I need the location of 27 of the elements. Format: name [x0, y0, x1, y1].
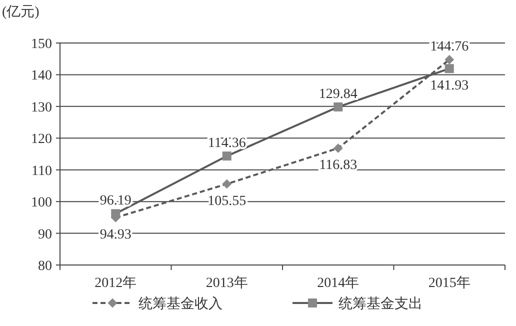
point — [444, 64, 454, 74]
y-tick-label: 130 — [31, 100, 52, 116]
y-tick-label: 100 — [31, 196, 52, 211]
point — [111, 209, 120, 218]
x-tick-label: 2014年 — [317, 275, 360, 291]
y-axis-title: (亿元) — [2, 4, 40, 20]
legend-label: 统筹基金支出 — [338, 296, 422, 312]
point — [334, 102, 343, 112]
legend-label: 统筹基金收入 — [138, 296, 222, 312]
y-tick-label: 120 — [31, 132, 52, 148]
data-label: 116.83 — [319, 158, 358, 174]
point — [444, 55, 454, 64]
data-label: 129.84 — [318, 86, 358, 102]
y-tick-label: 150 — [31, 37, 52, 52]
y-tick-label: 140 — [31, 68, 52, 84]
data-label: 141.93 — [430, 78, 469, 94]
data-label: 114.36 — [208, 136, 246, 152]
x-tick-label: 2013年 — [206, 275, 248, 291]
point — [334, 144, 343, 153]
y-tick-label: 80 — [38, 259, 52, 274]
x-tick-label: 2012年 — [94, 275, 137, 291]
y-tick-label: 110 — [32, 164, 52, 179]
data-label: 144.76 — [430, 40, 469, 55]
point — [222, 179, 232, 188]
y-tick-label: 90 — [38, 227, 52, 242]
point — [222, 152, 232, 161]
x-tick-label: 2015年 — [428, 275, 470, 291]
